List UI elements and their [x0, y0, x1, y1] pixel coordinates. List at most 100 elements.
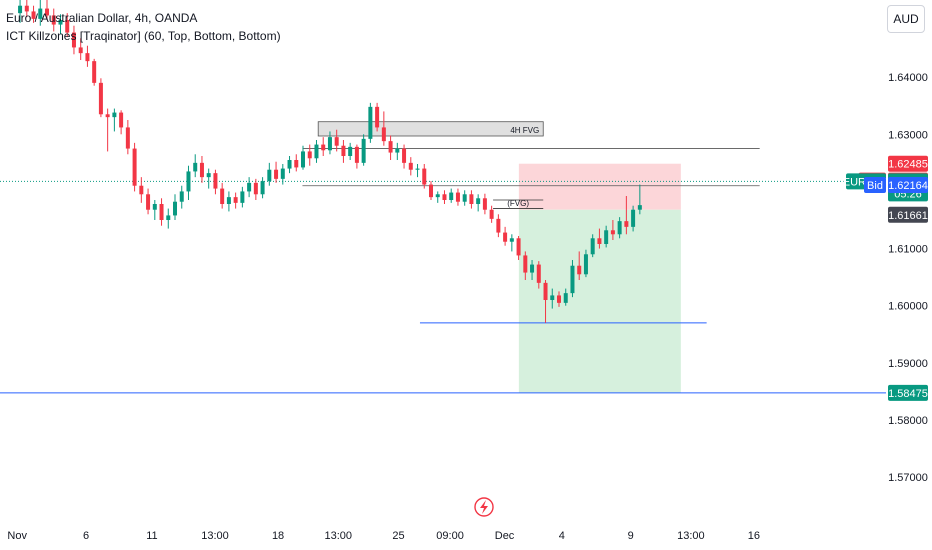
- candle-body: [152, 204, 157, 210]
- candle-body: [65, 20, 70, 33]
- candle-body: [267, 169, 272, 182]
- candle-body: [435, 194, 440, 198]
- candle-body: [617, 221, 622, 235]
- candle-body: [429, 184, 434, 198]
- candle-body: [476, 198, 481, 204]
- time-axis[interactable]: Nov 6 11 13:00 18 13:00 25 09:00 Dec 4 9 13:00 16: [7, 530, 760, 542]
- candle-body: [354, 146, 359, 163]
- candle-body: [51, 15, 56, 25]
- candle-body: [139, 185, 144, 195]
- candle-body: [105, 114, 110, 118]
- candle-body: [408, 162, 413, 170]
- drawing-lines: [0, 148, 886, 394]
- candle-body: [24, 5, 29, 12]
- price-tick-label: 1.57000: [888, 472, 928, 484]
- candle-body: [509, 238, 514, 242]
- price-tick-label: 1.64000: [888, 72, 928, 84]
- candle-body: [449, 192, 454, 200]
- other-tag-bg: [888, 206, 928, 223]
- candle-body: [92, 61, 97, 83]
- chart-title[interactable]: Euro / Australian Dollar, 4h, OANDA: [6, 11, 198, 25]
- candle-body: [388, 141, 393, 153]
- candle-body: [637, 205, 642, 210]
- stop-loss-zone: [518, 163, 681, 210]
- candle-body: [395, 148, 400, 153]
- candle-body: [590, 238, 595, 255]
- candle-body: [543, 282, 548, 300]
- candle-body: [442, 194, 447, 200]
- candle-body: [516, 238, 521, 256]
- candle-body: [307, 151, 312, 159]
- fvg-4h-box: [317, 121, 544, 137]
- price-axis[interactable]: 1.640001.630001.620001.610001.600001.590…: [888, 72, 928, 484]
- candle-body: [253, 182, 258, 195]
- candle-body: [469, 194, 474, 204]
- candle-body: [503, 232, 508, 242]
- time-tick-label: 6: [83, 530, 89, 542]
- price-tick-label: 1.61000: [888, 244, 928, 256]
- candle-body: [341, 145, 346, 156]
- candle-body: [597, 238, 602, 244]
- lightning-icon[interactable]: [474, 497, 494, 517]
- time-tick-label: 18: [272, 530, 284, 542]
- stop-tag-value: 1.62485: [888, 159, 928, 171]
- candle-body: [536, 264, 541, 283]
- fvg-small-label: (FVG): [507, 199, 529, 208]
- candle-body: [294, 160, 299, 168]
- time-tick-label: Nov: [7, 530, 27, 542]
- price-tick-label: 1.58000: [888, 415, 928, 427]
- time-tick-label: 09:00: [436, 530, 464, 542]
- candle-body: [624, 221, 629, 227]
- candle-body: [274, 169, 279, 179]
- time-tick-label: Dec: [495, 530, 515, 542]
- candle-body: [314, 144, 319, 159]
- fvg-4h-label: 4H FVG: [510, 126, 539, 135]
- bid-tag-label-bg: [864, 177, 886, 194]
- candle-body: [489, 209, 494, 219]
- candle-body: [361, 138, 366, 163]
- candle-body: [146, 194, 151, 210]
- candle-body: [233, 197, 238, 203]
- candle-body: [462, 194, 467, 202]
- candle-body: [38, 8, 43, 19]
- candle-body: [159, 204, 164, 220]
- candle-body: [193, 162, 198, 172]
- indicator-legend[interactable]: ICT Killzones [Traqinator] (60, Top, Bot…: [6, 29, 281, 43]
- bid-tag-bg: [888, 177, 928, 194]
- other-tag-value: 1.61661: [888, 210, 928, 222]
- candle-body: [375, 106, 380, 128]
- candle-body: [631, 209, 636, 227]
- candle-body: [260, 181, 265, 195]
- candle-body: [247, 182, 252, 192]
- time-tick-label: 25: [392, 530, 404, 542]
- candle-body: [530, 264, 535, 273]
- candle-body: [604, 230, 609, 244]
- candle-body: [186, 171, 191, 192]
- candle-body: [570, 265, 575, 294]
- candle-body: [496, 218, 501, 233]
- price-tick-label: 1.60000: [888, 301, 928, 313]
- lightning-icon-ring: [474, 497, 494, 517]
- candle-body: [98, 82, 103, 115]
- time-tick-label: 4: [559, 530, 565, 542]
- candle-body: [31, 11, 36, 19]
- candle-body: [58, 20, 63, 25]
- candle-body: [334, 137, 339, 146]
- candle-body: [213, 173, 218, 189]
- price-tick-label: 1.59000: [888, 358, 928, 370]
- time-tick-label: 9: [628, 530, 634, 542]
- stop-tag-bg: [888, 155, 928, 172]
- candle-body: [455, 192, 460, 202]
- candle-body: [71, 32, 76, 48]
- candle-body: [226, 197, 231, 204]
- time-tick-label: 13:00: [325, 530, 353, 542]
- bid-tag-label: Bid: [867, 180, 883, 192]
- price-tags: 1.624851.62188Ask1.6217605:26EURAUD1.621…: [843, 155, 928, 401]
- position-zones: 4H FVG (FVG): [317, 121, 681, 393]
- candle-body: [45, 8, 50, 16]
- candlestick-series: [18, 0, 642, 323]
- currency-button[interactable]: AUD: [887, 5, 925, 33]
- candle-body: [199, 162, 204, 178]
- candle-body: [301, 151, 306, 168]
